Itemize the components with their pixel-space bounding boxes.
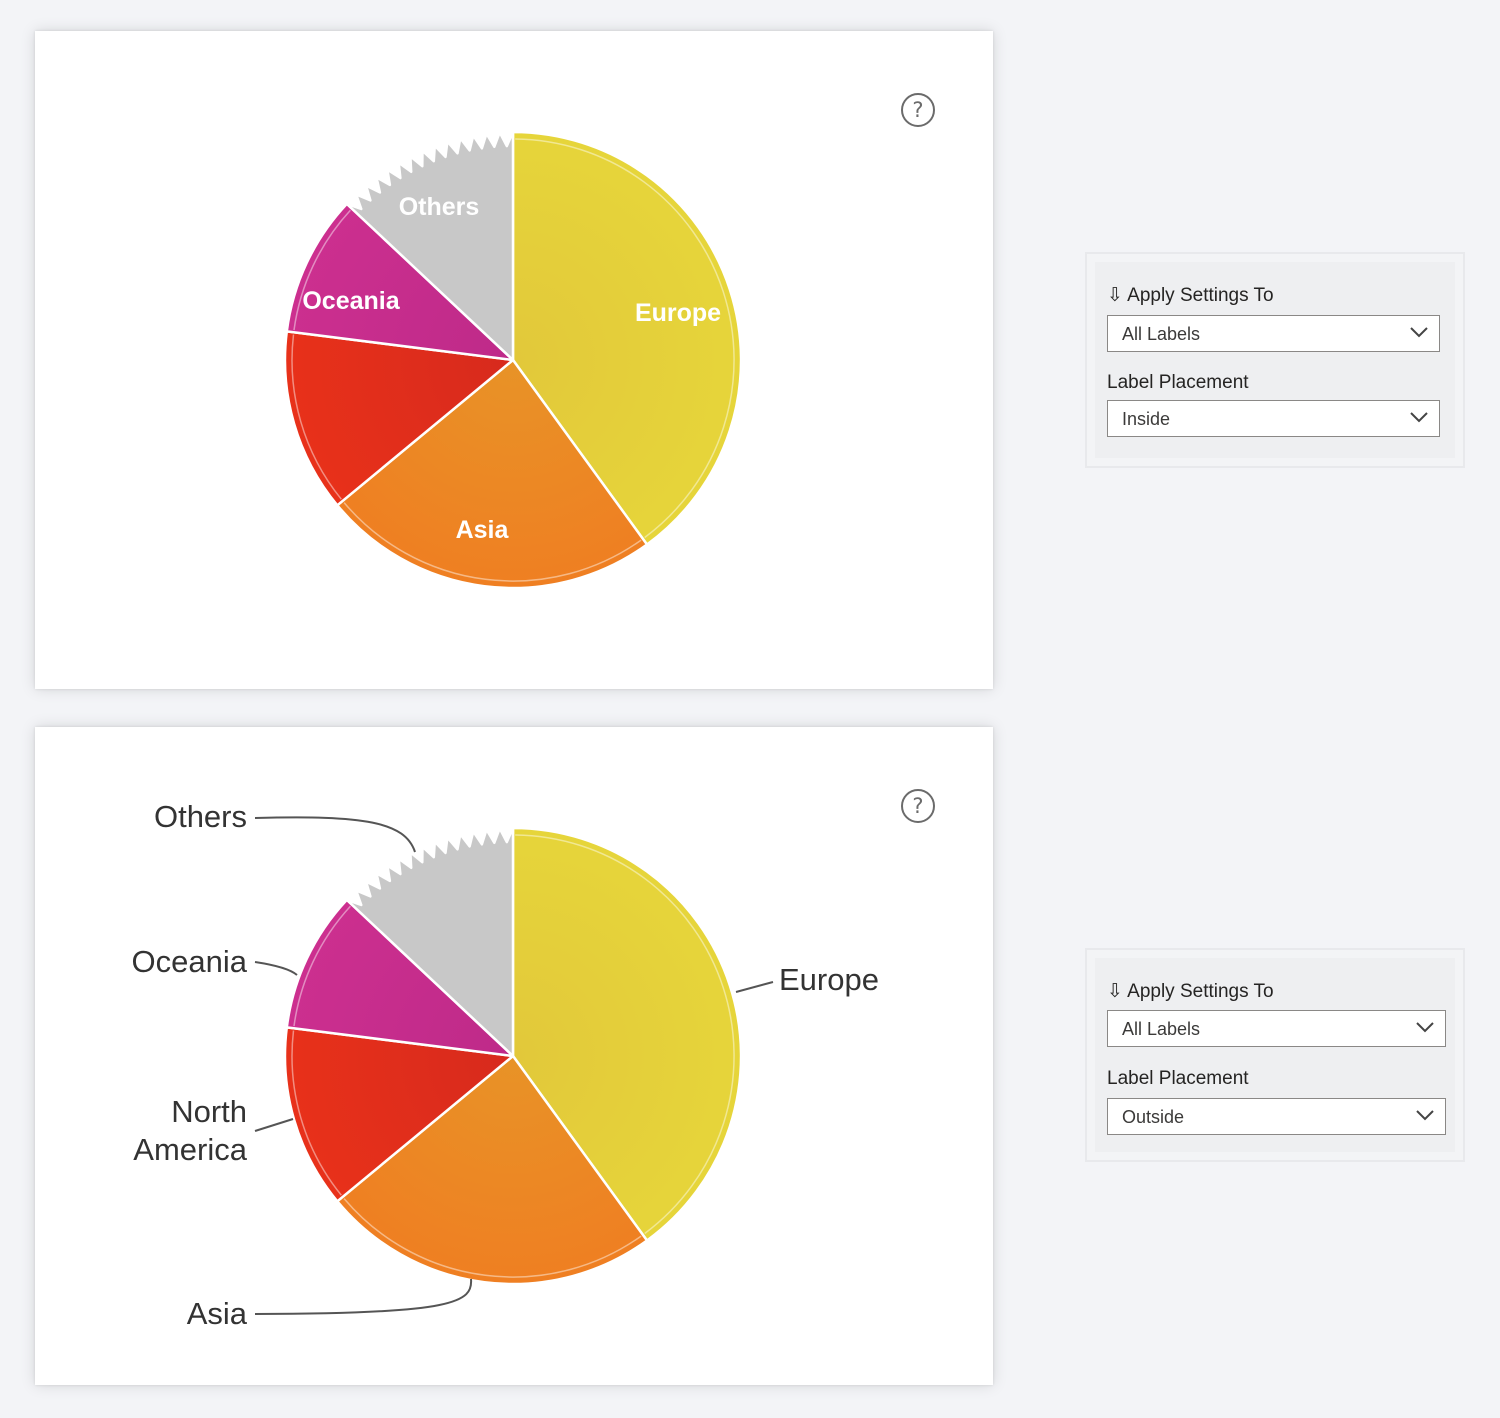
chevron-down-icon [1416,1022,1434,1033]
pie-slice-highlight [515,138,735,539]
slice-label-oceania: Oceania [302,287,400,315]
pie-slice-highlight [291,1030,342,1196]
chart-card-outside: Europe Asia North America Oceania Others ? [35,727,993,1385]
slice-label-oceania: Oceania [132,944,248,979]
slice-label-europe: Europe [779,962,879,997]
pie-chart-outside: Europe Asia North America Oceania Others [132,799,879,1331]
slice-label-others: Others [154,799,247,834]
pie-slice-highlight [293,905,351,1027]
label-placement-label: Label Placement [1107,1068,1249,1089]
leader-line-europe [735,981,774,993]
pie-slice-highlight [343,502,642,582]
leader-line-others [254,816,416,853]
pie-slice-asia[interactable] [336,358,649,590]
pie-slice-oceania[interactable] [285,898,515,1058]
pie-slice-others[interactable] [345,130,515,362]
apply-settings-value: All Labels [1122,324,1201,344]
pie-slice-europe[interactable] [511,130,743,546]
apply-settings-value: All Labels [1122,1019,1201,1039]
arrow-down-icon: ⇩ [1107,285,1123,306]
pie-slice-others[interactable] [345,826,515,1058]
question-circle-icon[interactable]: ? [901,93,935,127]
chevron-down-icon [1410,412,1428,423]
leader-line-north-america [254,1118,294,1132]
slice-label-others: Others [399,193,480,221]
pie-slice-highlight [293,209,351,331]
chevron-down-icon [1416,1110,1434,1121]
label-placement-value: Outside [1122,1107,1185,1127]
pie-slice-highlight [515,834,735,1235]
settings-panel-inside: ⇩ Apply Settings To All Labels Label Pla… [1085,252,1465,468]
pie-slice-highlight [343,1198,642,1278]
pie-slice-europe[interactable] [511,826,743,1242]
apply-settings-label: ⇩ Apply Settings To [1107,981,1274,1002]
pie-slice-north-america[interactable] [283,1026,515,1203]
apply-settings-dropdown[interactable]: All Labels [1107,315,1440,352]
label-placement-label: Label Placement [1107,372,1249,393]
pie-slice-oceania[interactable] [285,202,515,362]
label-placement-dropdown[interactable]: Outside [1107,1098,1446,1135]
slice-label-north-america: North America [133,1094,247,1167]
label-placement-dropdown[interactable]: Inside [1107,400,1440,437]
chart-card-inside: Europe Asia Oceania Others ? [35,31,993,689]
settings-panel-outside: ⇩ Apply Settings To All Labels Label Pla… [1085,948,1465,1162]
leader-line-oceania [254,961,298,976]
question-circle-icon[interactable]: ? [901,789,935,823]
slice-label-europe: Europe [635,299,721,327]
chevron-down-icon [1410,327,1428,338]
slice-label-asia: Asia [456,516,510,544]
pie-chart-inside: Europe Asia Oceania Others [283,130,743,590]
pie-slice-asia[interactable] [336,1054,649,1286]
arrow-down-icon: ⇩ [1107,981,1123,1002]
label-placement-value: Inside [1122,409,1171,429]
pie-slice-highlight [291,334,342,500]
leader-line-asia [254,1278,473,1315]
pie-slice-north-america[interactable] [283,330,515,507]
apply-settings-dropdown[interactable]: All Labels [1107,1010,1446,1047]
apply-settings-label: ⇩ Apply Settings To [1107,285,1274,306]
slice-label-asia: Asia [187,1296,248,1331]
